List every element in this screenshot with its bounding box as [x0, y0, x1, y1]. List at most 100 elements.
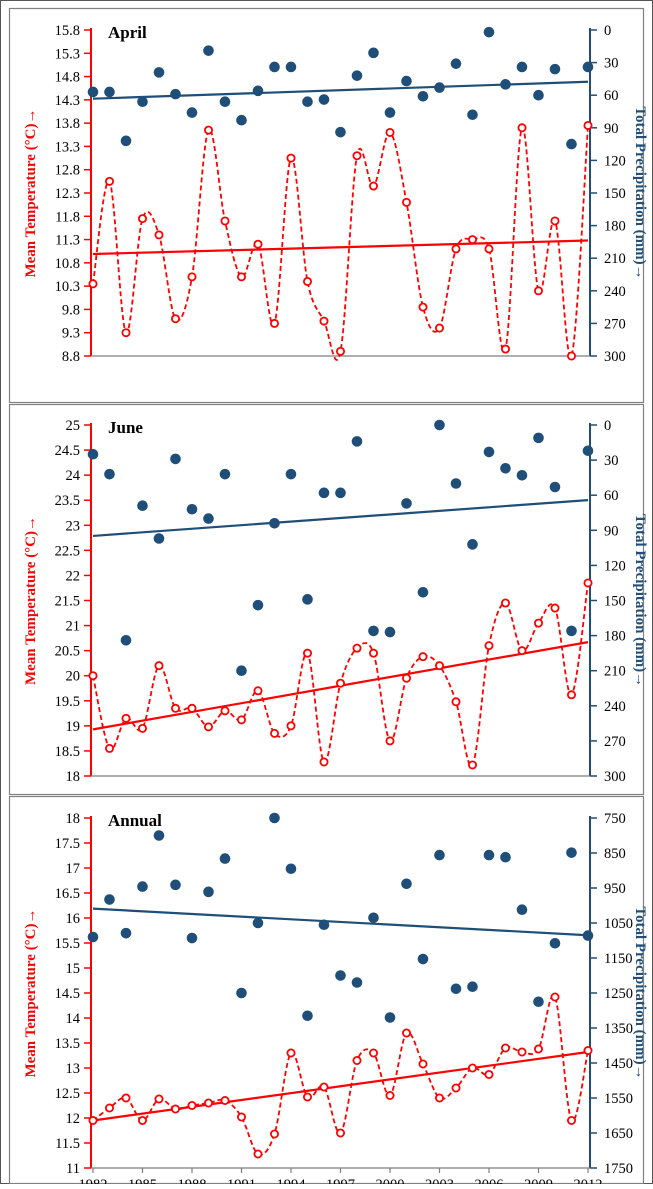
- precipitation-point: [351, 977, 363, 988]
- left-axis-tick-label: 23.5: [55, 493, 80, 509]
- temperature-point: [253, 239, 263, 249]
- temperature-point: [187, 1101, 197, 1111]
- temperature-point: [335, 678, 345, 688]
- precipitation-point: [384, 626, 396, 638]
- left-axis-tick-label: 20: [66, 669, 81, 685]
- x-axis-tick-label: 1994: [277, 1177, 307, 1184]
- precipitation-point: [549, 63, 561, 75]
- temperature-point: [220, 1096, 230, 1106]
- precipitation-point: [516, 61, 528, 73]
- temperature-point: [534, 1044, 544, 1054]
- precipitation-point: [104, 468, 115, 480]
- precipitation-point: [153, 533, 165, 544]
- temperature-point: [550, 603, 560, 613]
- precipitation-point: [450, 478, 462, 489]
- precipitation-point: [417, 953, 429, 965]
- precipitation-point: [566, 847, 577, 858]
- left-axis-tick-label: 14.5: [55, 986, 80, 1002]
- precipitation-point: [120, 135, 132, 147]
- right-axis-tick-label: 180: [604, 629, 626, 645]
- right-axis-tick-label: 240: [604, 284, 626, 300]
- precipitation-point: [401, 75, 412, 87]
- precipitation-point: [236, 665, 247, 676]
- left-axis-tick-label: 13.5: [55, 1036, 80, 1052]
- x-axis-tick-label: 1985: [128, 1177, 157, 1184]
- temperature-point: [319, 757, 329, 767]
- temperature-point: [467, 1063, 477, 1073]
- right-axis-tick-label: 850: [604, 846, 626, 862]
- x-axis-tick-label: 1988: [178, 1177, 207, 1184]
- left-axis-tick-label: 18: [66, 769, 81, 785]
- precipitation-point: [384, 107, 396, 118]
- panel-border: [8, 7, 645, 404]
- temperature-point: [302, 276, 312, 286]
- precipitation-point: [153, 830, 165, 841]
- temperature-point: [484, 1070, 494, 1080]
- left-axis-tick-label: 11.8: [55, 209, 80, 225]
- temperature-series-line: [92, 125, 589, 361]
- temperature-point: [385, 736, 395, 746]
- right-axis-tick-label: 1650: [604, 1126, 633, 1142]
- temperature-point: [583, 578, 593, 588]
- right-axis-tick-label: 30: [604, 453, 619, 469]
- precipitation-point: [582, 930, 594, 941]
- panel-border: [8, 795, 645, 1185]
- y2-axis-title: Total Precipitation (mm)→: [632, 514, 648, 687]
- precipitation-trend-line: [92, 80, 589, 100]
- right-axis-tick-label: 150: [604, 594, 626, 610]
- precipitation-point: [203, 45, 214, 56]
- temperature-point: [105, 176, 115, 186]
- left-axis-tick-label: 23: [66, 518, 81, 534]
- left-axis-tick-label: 15.3: [55, 46, 80, 62]
- left-axis-tick-label: 22: [66, 568, 81, 584]
- left-axis-tick-label: 15: [66, 961, 81, 977]
- precipitation-point: [549, 938, 561, 949]
- precipitation-point: [87, 86, 99, 98]
- precipitation-point: [203, 886, 214, 898]
- precipitation-point: [87, 931, 99, 943]
- temperature-point: [517, 646, 527, 656]
- temperature-point: [170, 314, 180, 324]
- left-axis-tick-label: 12.3: [55, 186, 80, 202]
- precipitation-point: [252, 85, 264, 97]
- temperature-point: [500, 1043, 510, 1053]
- precipitation-point: [170, 879, 181, 891]
- precipitation-point: [186, 503, 198, 515]
- y2-axis-title: Total Precipitation (mm)→: [632, 906, 648, 1079]
- precipitation-point: [186, 107, 198, 118]
- precipitation-point: [236, 114, 247, 126]
- temperature-point: [170, 1104, 180, 1114]
- precipitation-point: [500, 851, 511, 863]
- precipitation-point: [285, 863, 297, 875]
- right-axis-tick-label: 0: [604, 23, 611, 39]
- temperature-point: [500, 344, 510, 354]
- precipitation-point: [318, 487, 330, 499]
- precipitation-point: [318, 94, 330, 105]
- precipitation-trend-line: [92, 907, 589, 937]
- left-axis-tick-label: 17: [66, 861, 81, 877]
- temperature-point: [467, 235, 477, 245]
- temperature-point: [154, 230, 164, 240]
- left-axis-tick-label: 16: [66, 911, 81, 927]
- right-axis-tick-label: 1450: [604, 1056, 633, 1072]
- precipitation-point: [483, 849, 495, 861]
- precipitation-point: [533, 996, 544, 1008]
- temperature-point: [517, 1047, 527, 1057]
- panel-border: [8, 403, 645, 796]
- right-axis-tick-label: 300: [604, 349, 626, 365]
- y-axis-title: Mean Temperature (°C)→: [23, 908, 39, 1077]
- temperature-point: [154, 1094, 164, 1104]
- panel-april: 8.8 9.3 9.8 10.3 10.8 11.3 11.8 12.3 12.8 13.3 13.…: [8, 7, 648, 404]
- left-axis-tick-label: 24: [66, 468, 81, 484]
- left-axis-tick-label: 13.3: [55, 139, 80, 155]
- left-axis-tick-label: 8.8: [62, 349, 80, 365]
- right-axis-tick-label: 1550: [604, 1091, 633, 1107]
- precipitation-point: [401, 498, 412, 509]
- panel-title: June: [108, 418, 143, 437]
- precipitation-point: [516, 470, 528, 481]
- right-axis-tick-label: 1250: [604, 986, 633, 1002]
- right-axis-tick-label: 180: [604, 219, 626, 235]
- precipitation-point: [203, 513, 214, 524]
